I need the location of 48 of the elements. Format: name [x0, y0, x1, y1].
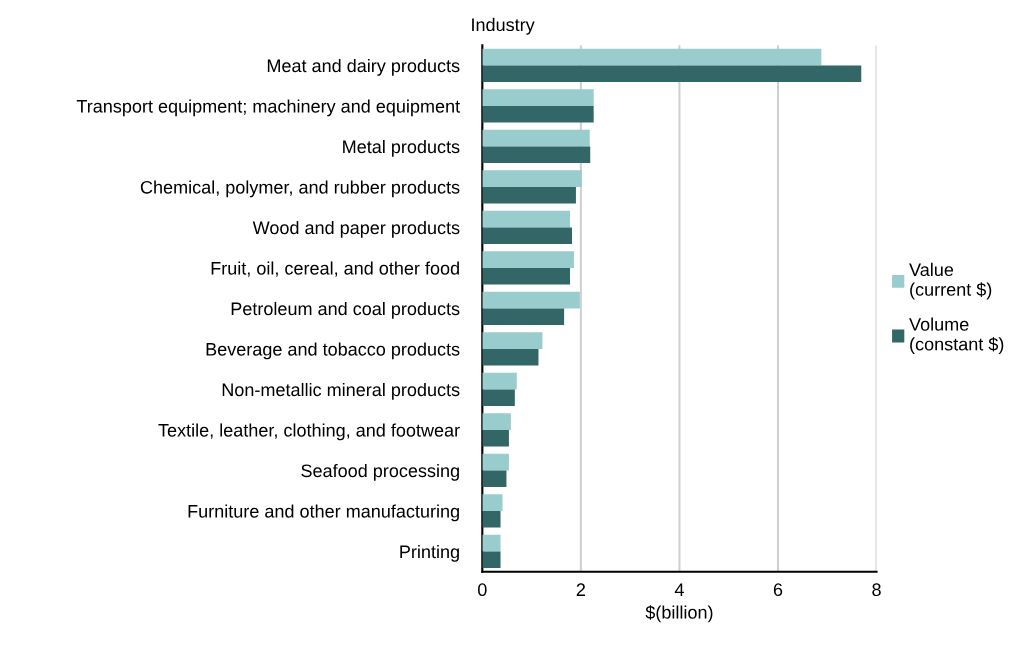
legend-label: Value (current $) [909, 262, 992, 300]
bar [482, 186, 576, 204]
bar [482, 494, 503, 511]
bar [482, 251, 574, 268]
y-tick-label: Beverage and tobacco products [206, 342, 460, 360]
y-tick-label: Fruit, oil, cereal, and other food [211, 261, 459, 277]
x-tick-label: 8 [872, 583, 881, 597]
y-tick-label: Non-metallic mineral products [222, 382, 460, 400]
bar [482, 48, 822, 66]
y-tick-label: Metal products [343, 139, 460, 157]
y-tick-label: Furniture and other manufacturing [188, 504, 459, 522]
y-tick-label: Textile, leather, clothing, and footwear [158, 423, 460, 441]
bar [482, 146, 591, 164]
x-tick-label: 6 [773, 583, 783, 597]
bar [482, 227, 572, 245]
x-tick-label: 0 [477, 583, 487, 597]
bar [482, 89, 594, 106]
bar [482, 551, 501, 569]
x-tick-label: 4 [674, 583, 684, 596]
bar [482, 413, 511, 430]
bar [482, 105, 594, 123]
y-tick-label: Wood and paper products [252, 220, 460, 238]
y-tick-label: Transport equipment; machinery and equipment [76, 99, 460, 117]
y-tick-label: Chemical, polymer, and rubber products [140, 180, 460, 198]
bar [482, 170, 582, 187]
bar [482, 510, 501, 528]
bar [482, 308, 565, 326]
x-tick-label: 2 [576, 583, 585, 596]
bar [482, 129, 590, 147]
x-axis-title: $(billion) [645, 605, 713, 623]
bar [482, 65, 862, 83]
y-tick-label: Printing [400, 544, 459, 562]
bar [482, 453, 509, 471]
bar [482, 372, 517, 390]
bar [482, 291, 580, 309]
bar [482, 210, 571, 228]
bar [482, 267, 571, 285]
bar [482, 348, 539, 366]
bar [482, 470, 507, 488]
y-axis-title: Industry [472, 17, 535, 35]
y-tick-label: Petroleum and coal products [231, 301, 460, 319]
y-tick-label: Seafood processing [301, 463, 459, 481]
bar [482, 389, 515, 407]
legend-label: Volume (constant $) [909, 317, 1004, 355]
bar [482, 534, 501, 552]
bar [482, 429, 509, 447]
y-tick-label: Meat and dairy products [267, 58, 460, 76]
bar [482, 332, 543, 349]
